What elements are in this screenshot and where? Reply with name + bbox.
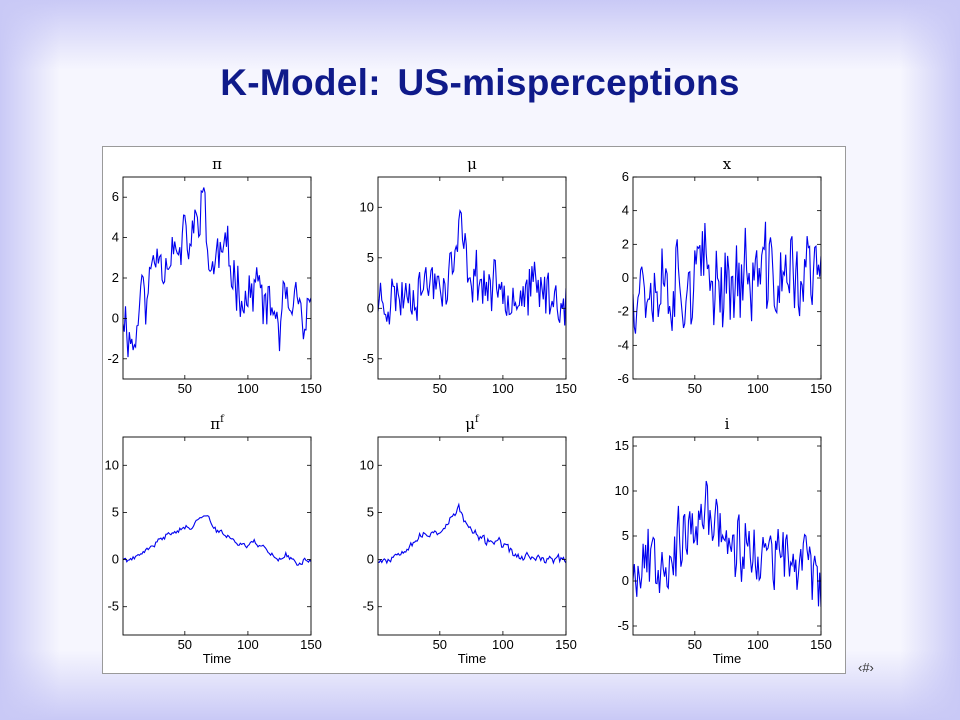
subplot-3: 50 100 150 -6 -4 -2 0 2 4 6 x [617,155,831,396]
series-line [123,515,311,566]
subplot-title: π [212,155,222,173]
x-axis-label: Time [203,651,231,666]
y-tick-label: -5 [617,618,629,633]
y-tick-label: 4 [112,230,119,245]
x-tick-label: 100 [492,637,514,652]
x-tick-label: 150 [555,637,577,652]
y-tick-label: 0 [112,310,119,325]
y-tick-label: 10 [360,457,374,472]
y-tick-label: 6 [622,169,629,184]
y-tick-label: 10 [615,483,629,498]
slide-title: K-Model: US-misperceptions [220,62,740,103]
slide-number: ‹#› [858,660,874,675]
x-axis-label: Time [458,651,486,666]
subplot-title: μf [465,414,480,433]
series-line [633,480,821,608]
subplot-title: i [725,415,730,433]
x-tick-label: 150 [810,637,832,652]
x-tick-label: 150 [300,381,322,396]
x-tick-label: 50 [433,637,447,652]
y-tick-label: -5 [107,599,119,614]
slide-edge-glow-left [0,0,60,720]
y-tick-label: -2 [617,304,629,319]
subplot-2: 50 100 150 -5 0 5 10 μ [360,155,577,396]
x-tick-label: 100 [492,381,514,396]
subplot-title: πf [210,414,225,433]
subplot-title: μ [467,155,477,173]
x-tick-label: 100 [237,637,259,652]
y-tick-label: 0 [367,552,374,567]
y-tick-label: 4 [622,203,629,218]
x-tick-label: 50 [433,381,447,396]
x-tick-label: 50 [178,637,192,652]
y-tick-label: 10 [360,199,374,214]
y-tick-label: -2 [107,351,119,366]
axes-frame [377,436,567,636]
x-tick-label: 100 [237,381,259,396]
y-tick-label: 2 [622,236,629,251]
x-tick-label: 100 [747,381,769,396]
x-tick-label: 100 [747,637,769,652]
y-tick-label: -5 [362,351,374,366]
subplot-1: 50 100 150 -2 0 2 4 6 π [107,155,321,396]
axes-frame [377,176,567,380]
axes-frame [122,436,312,636]
series-line [378,502,566,565]
x-tick-label: 50 [688,381,702,396]
y-tick-label: 6 [112,189,119,204]
y-tick-label: -4 [617,337,629,352]
subplot-6: 50 100 150 -5 0 5 10 15 i Time [615,415,832,666]
x-axis-label: Time [713,651,741,666]
y-tick-label: 5 [367,250,374,265]
y-tick-label: 0 [622,573,629,588]
series-line [123,187,311,358]
slide-edge-glow-right [900,0,960,720]
y-tick-label: 2 [112,270,119,285]
y-tick-label: 10 [105,457,119,472]
x-tick-label: 150 [300,637,322,652]
y-tick-label: 0 [112,552,119,567]
series-line [633,221,821,334]
y-tick-label: 5 [112,504,119,519]
series-line [378,209,566,326]
y-tick-label: -6 [617,371,629,386]
subplot-4: 50 100 150 -5 0 5 10 πf Time [105,414,322,666]
x-tick-label: 150 [555,381,577,396]
y-tick-label: 5 [367,504,374,519]
subplot-5: 50 100 150 -5 0 5 10 μf Time [360,414,577,666]
figure-panel: 50 100 150 -2 0 2 4 6 π 50 100 150 -5 0 5 10 μ 50 100 150 -6… [102,146,846,674]
y-tick-label: 0 [622,270,629,285]
y-tick-label: 0 [367,300,374,315]
y-tick-label: 15 [615,438,629,453]
x-tick-label: 50 [178,381,192,396]
x-tick-label: 50 [688,637,702,652]
y-tick-label: 5 [622,528,629,543]
y-tick-label: -5 [362,599,374,614]
subplot-title: x [723,155,732,173]
x-tick-label: 150 [810,381,832,396]
axes-frame [122,176,312,380]
